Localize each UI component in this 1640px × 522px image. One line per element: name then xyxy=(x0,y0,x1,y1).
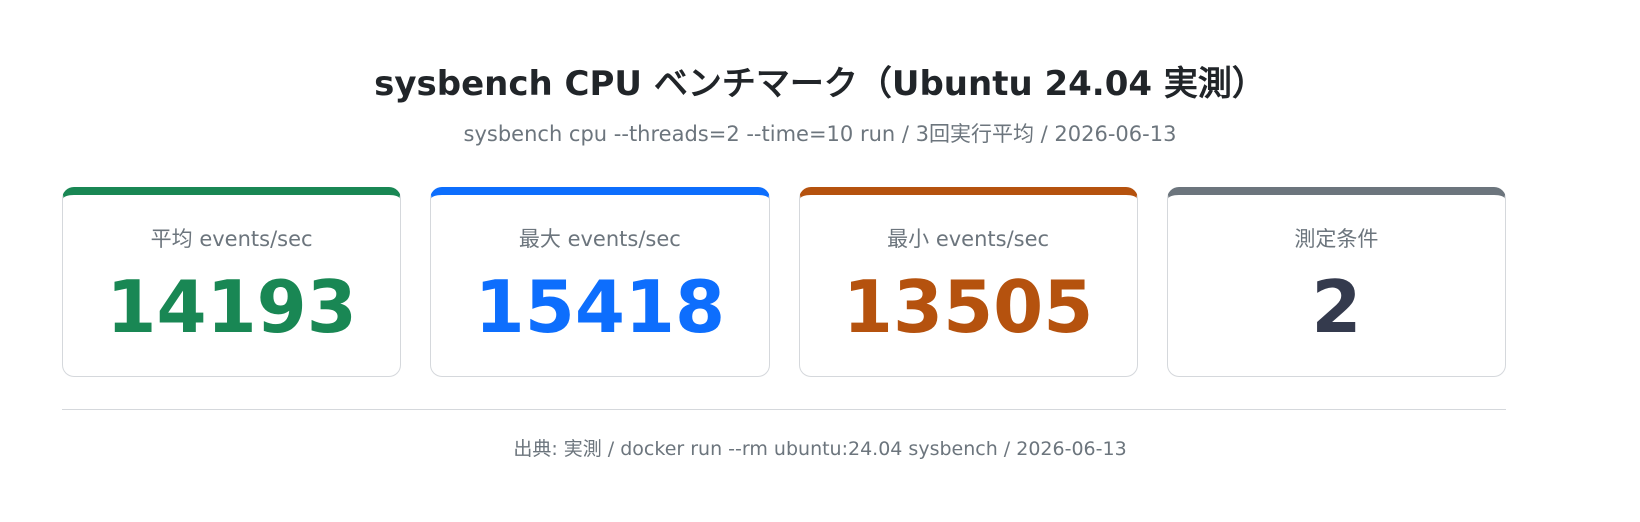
kpi-value: 14193 xyxy=(106,265,357,349)
kpi-label: 最大 events/sec xyxy=(518,227,681,251)
card-row: 平均 events/sec 14193 最大 events/sec 15418 最小 e… xyxy=(62,187,1506,377)
kpi-label: 平均 events/sec xyxy=(150,227,313,251)
kpi-label: 測定条件 xyxy=(1294,227,1379,251)
kpi-card: 最小 events/sec 13505 xyxy=(798,187,1138,377)
source-note: 出典: 実測 / docker run --rm ubuntu:24.04 sy… xyxy=(513,438,1127,460)
kpi-card: 最大 events/sec 15418 xyxy=(430,187,770,377)
title: sysbench CPU ベンチマーク（Ubuntu 24.04 実測） xyxy=(374,64,1266,104)
kpi-value: 13505 xyxy=(842,265,1094,349)
divider xyxy=(62,409,1506,410)
kpi-value: 2 xyxy=(1311,265,1362,349)
kpi-card: 測定条件 2 xyxy=(1166,187,1506,377)
subtitle: sysbench cpu --threads=2 --time=10 run /… xyxy=(463,122,1177,146)
kpi-value: 15418 xyxy=(474,265,726,349)
kpi-card: 平均 events/sec 14193 xyxy=(62,187,402,377)
kpi-label: 最小 events/sec xyxy=(887,227,1050,251)
